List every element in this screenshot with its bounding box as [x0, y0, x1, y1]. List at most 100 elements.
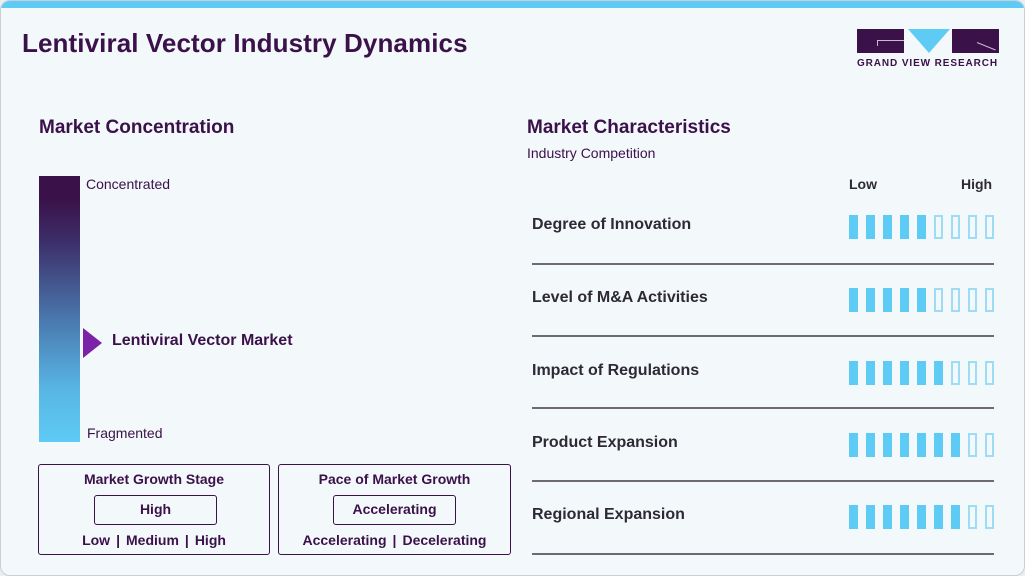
- rating-segment-filled: [849, 505, 858, 529]
- rating-segment-filled: [917, 433, 926, 457]
- rating-segment-empty: [968, 215, 977, 239]
- row-divider: [532, 480, 994, 482]
- growth-stage-options: Low | Medium | High: [39, 532, 269, 548]
- rating-segment-filled: [883, 505, 892, 529]
- page-title: Lentiviral Vector Industry Dynamics: [22, 28, 468, 58]
- rating-segment-empty: [985, 433, 994, 457]
- pace-of-market-growth-box: Pace of Market Growth Accelerating Accel…: [278, 464, 511, 555]
- option-accelerating: Accelerating: [302, 532, 387, 548]
- market-position-marker-icon: [83, 328, 102, 358]
- rating-bar: [849, 215, 994, 239]
- rating-segment-empty: [968, 505, 977, 529]
- rating-segment-filled: [849, 215, 858, 239]
- rating-segment-filled: [883, 433, 892, 457]
- scale-low-label: Low: [849, 176, 877, 192]
- logo-v-triangle-icon: [908, 29, 950, 53]
- rating-segment-empty: [968, 288, 977, 312]
- growth-stage-value: High: [94, 495, 217, 525]
- rating-segment-filled: [917, 505, 926, 529]
- rating-segment-filled: [934, 361, 943, 385]
- separator: |: [184, 532, 189, 548]
- growth-pace-value: Accelerating: [333, 495, 456, 525]
- rating-segment-filled: [866, 361, 875, 385]
- option-high: High: [194, 532, 226, 548]
- rating-segment-filled: [900, 215, 909, 239]
- logo-g-notch-vertical: [877, 40, 878, 46]
- rating-segment-filled: [917, 361, 926, 385]
- rating-segment-empty: [951, 361, 960, 385]
- growth-pace-options: Accelerating | Decelerating: [279, 532, 510, 548]
- rating-segment-filled: [866, 215, 875, 239]
- rating-segment-filled: [951, 505, 960, 529]
- characteristic-label: Degree of Innovation: [532, 216, 692, 233]
- rating-segment-empty: [985, 505, 994, 529]
- rating-segment-empty: [934, 215, 943, 239]
- scale-high-label: High: [961, 176, 993, 192]
- rating-segment-empty: [985, 215, 994, 239]
- rating-segment-empty: [951, 288, 960, 312]
- row-divider: [532, 263, 994, 265]
- growth-pace-title: Pace of Market Growth: [318, 471, 471, 487]
- fragmented-label: Fragmented: [87, 425, 163, 441]
- rating-segment-filled: [883, 288, 892, 312]
- separator: |: [392, 532, 397, 548]
- rating-segment-filled: [849, 361, 858, 385]
- row-divider: [532, 335, 994, 337]
- market-position-label: Lentiviral Vector Market: [112, 332, 293, 349]
- rating-segment-filled: [934, 433, 943, 457]
- growth-stage-title: Market Growth Stage: [83, 471, 225, 487]
- rating-bar: [849, 505, 994, 529]
- characteristic-label: Product Expansion: [532, 434, 678, 451]
- rating-segment-filled: [900, 361, 909, 385]
- rating-segment-empty: [985, 361, 994, 385]
- characteristic-row: Impact of Regulations: [532, 335, 994, 409]
- logo-g-notch: [877, 40, 904, 41]
- characteristic-row: Regional Expansion: [532, 479, 994, 555]
- rating-segment-filled: [917, 215, 926, 239]
- rating-segment-filled: [883, 361, 892, 385]
- option-medium: Medium: [126, 532, 179, 548]
- rating-segment-empty: [951, 215, 960, 239]
- characteristic-row: Degree of Innovation: [532, 189, 994, 265]
- rating-segment-filled: [849, 433, 858, 457]
- separator: |: [116, 532, 120, 548]
- characteristic-label: Regional Expansion: [532, 506, 685, 523]
- row-divider: [532, 407, 994, 409]
- rating-segment-filled: [849, 288, 858, 312]
- option-decelerating: Decelerating: [402, 532, 487, 548]
- grand-view-research-logo: GRAND VIEW RESEARCH: [857, 29, 999, 71]
- rating-segment-filled: [866, 288, 875, 312]
- rating-segment-filled: [951, 433, 960, 457]
- logo-text: GRAND VIEW RESEARCH: [857, 58, 998, 69]
- market-concentration-title: Market Concentration: [39, 117, 235, 138]
- rating-segment-empty: [985, 288, 994, 312]
- concentrated-label: Concentrated: [86, 176, 171, 192]
- market-growth-stage-box: Market Growth Stage High Low | Medium | High: [38, 464, 270, 555]
- characteristic-label: Level of M&A Activities: [532, 289, 708, 306]
- rating-bar: [849, 288, 994, 312]
- rating-segment-filled: [900, 433, 909, 457]
- rating-bar: [849, 361, 994, 385]
- rating-segment-empty: [968, 361, 977, 385]
- rating-segment-filled: [934, 505, 943, 529]
- characteristic-row: Product Expansion: [532, 407, 994, 482]
- characteristic-label: Impact of Regulations: [532, 362, 700, 379]
- top-accent-bar: [1, 1, 1024, 8]
- rating-segment-filled: [866, 433, 875, 457]
- row-divider: [532, 553, 994, 555]
- market-characteristics-title: Market Characteristics: [527, 117, 731, 138]
- logo-g-block-icon: [857, 29, 904, 53]
- rating-segment-filled: [917, 288, 926, 312]
- rating-segment-empty: [968, 433, 977, 457]
- rating-bar: [849, 433, 994, 457]
- rating-segment-filled: [900, 288, 909, 312]
- rating-segment-filled: [900, 505, 909, 529]
- concentration-gradient-bar: [39, 176, 80, 442]
- rating-segment-filled: [866, 505, 875, 529]
- rating-segment-filled: [883, 215, 892, 239]
- industry-competition-subtitle: Industry Competition: [527, 145, 656, 161]
- option-low: Low: [82, 532, 111, 548]
- rating-segment-empty: [934, 288, 943, 312]
- characteristic-row: Level of M&A Activities: [532, 262, 994, 337]
